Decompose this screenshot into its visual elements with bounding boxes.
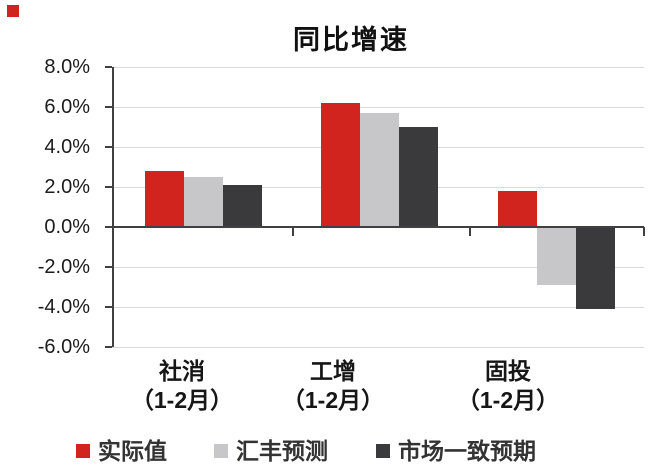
chart-title: 同比增速 <box>293 25 409 55</box>
y-axis-tick <box>105 226 112 228</box>
y-axis-tick <box>105 146 112 148</box>
gridline <box>112 267 644 268</box>
bar-汇丰预测-0 <box>184 177 223 227</box>
category-label-社消: 社消 （1-2月） <box>87 357 277 415</box>
y-axis-tick-label: 4.0% <box>44 136 90 158</box>
legend-label: 实际值 <box>98 438 167 464</box>
y-axis-tick-label: 0.0% <box>44 216 90 238</box>
bar-实际值-1 <box>321 103 360 227</box>
category-name: 固投 <box>485 358 531 384</box>
category-label-固投: 固投 （1-2月） <box>413 357 603 415</box>
x-axis-tick <box>643 227 645 236</box>
legend-item-实际值: 实际值 <box>76 438 167 464</box>
legend-label: 汇丰预测 <box>236 438 328 464</box>
y-axis-tick-label: 2.0% <box>44 176 90 198</box>
x-axis-zero-line <box>112 226 644 228</box>
legend-swatch-icon <box>76 444 90 458</box>
legend-item-汇丰预测: 汇丰预测 <box>214 438 328 464</box>
x-axis-tick <box>292 227 294 236</box>
y-axis-tick <box>105 106 112 108</box>
category-name: 社消 <box>159 358 205 384</box>
y-axis-tick <box>105 266 112 268</box>
gridline <box>112 307 644 308</box>
y-axis-tick <box>105 186 112 188</box>
category-label-工增: 工增 （1-2月） <box>238 357 428 415</box>
legend-item-市场一致预期: 市场一致预期 <box>376 438 536 464</box>
y-axis-tick-label: -4.0% <box>37 296 90 318</box>
y-axis-tick-label: 8.0% <box>44 56 90 78</box>
category-period: （1-2月） <box>456 387 560 413</box>
legend-swatch-icon <box>376 444 390 458</box>
y-axis-tick <box>105 306 112 308</box>
bar-市场一致预期-0 <box>223 185 262 227</box>
gridline <box>112 67 644 68</box>
corner-bullet-mark <box>7 5 19 17</box>
bar-市场一致预期-2 <box>576 227 615 309</box>
y-axis-tick-label: 6.0% <box>44 96 90 118</box>
legend-label: 市场一致预期 <box>398 438 536 464</box>
y-axis-tick <box>105 66 112 68</box>
bar-汇丰预测-2 <box>537 227 576 285</box>
legend-swatch-icon <box>214 444 228 458</box>
bar-汇丰预测-1 <box>360 113 399 227</box>
y-axis-line <box>112 67 114 347</box>
bar-实际值-2 <box>498 191 537 227</box>
y-axis-tick-label: -6.0% <box>37 336 90 358</box>
x-axis-tick <box>469 227 471 236</box>
bar-市场一致预期-1 <box>399 127 438 227</box>
category-name: 工增 <box>310 358 356 384</box>
category-period: （1-2月） <box>130 387 234 413</box>
y-axis-tick <box>105 346 112 348</box>
gridline <box>112 107 644 108</box>
y-axis-tick-label: -2.0% <box>37 256 90 278</box>
category-period: （1-2月） <box>281 387 385 413</box>
gridline <box>112 347 644 348</box>
bar-实际值-0 <box>145 171 184 227</box>
